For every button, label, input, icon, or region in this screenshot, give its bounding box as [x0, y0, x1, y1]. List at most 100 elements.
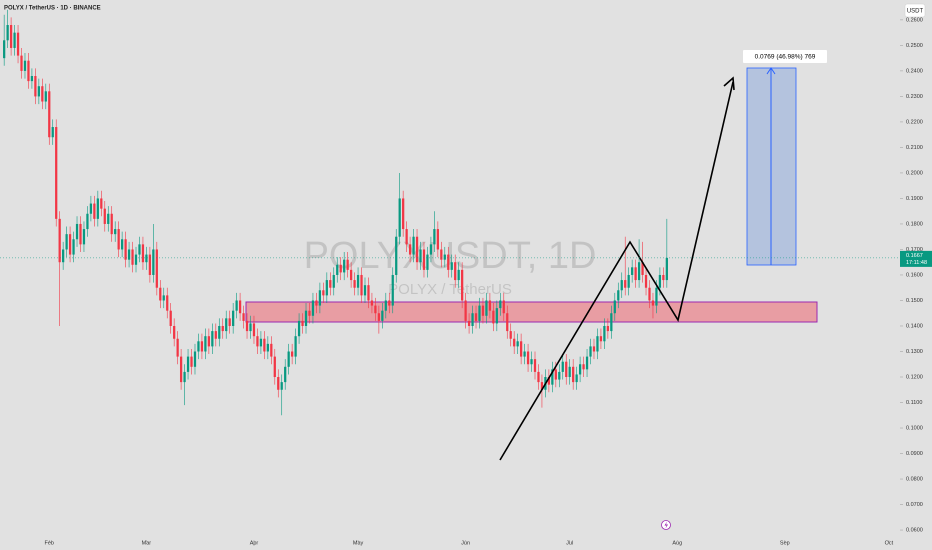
candle-body	[415, 236, 419, 263]
y-tick-label: 0.2400	[906, 68, 923, 74]
candle-body	[412, 236, 415, 255]
candle-body	[634, 267, 637, 281]
candle-body	[582, 364, 585, 370]
candle-body	[280, 382, 283, 390]
candle-body	[117, 229, 120, 250]
candle-body	[408, 244, 412, 255]
candle-body	[585, 356, 589, 370]
candle-body	[34, 76, 37, 97]
x-tick-label: Sep	[780, 540, 790, 546]
candle-body	[30, 76, 34, 82]
candle-body	[589, 346, 592, 357]
candle-body	[58, 218, 61, 263]
y-tick-label: 0.1900	[906, 196, 923, 202]
candle-body	[166, 295, 169, 311]
candle-body	[551, 369, 554, 385]
candles	[3, 9, 668, 416]
candle-body	[526, 351, 530, 365]
candle-body	[665, 257, 668, 281]
candle-body	[578, 364, 582, 375]
candle-body	[502, 300, 505, 314]
y-tick-label: 0.1700	[906, 247, 923, 253]
candle-body	[506, 313, 509, 332]
candle-body	[454, 262, 457, 281]
candle-body	[391, 274, 394, 306]
candle-body	[471, 313, 474, 326]
annotation-box	[743, 50, 827, 63]
candle-body	[68, 234, 72, 255]
candle-body	[533, 359, 537, 372]
candle-body	[325, 280, 328, 296]
candle-body	[610, 313, 613, 332]
candle-body	[100, 198, 103, 209]
candle-body	[252, 323, 256, 337]
y-tick-label: 0.0800	[906, 476, 923, 482]
candle-body	[249, 323, 252, 332]
candle-body	[488, 300, 492, 311]
candle-body	[311, 300, 315, 316]
candle-body	[75, 223, 79, 240]
candle-body	[155, 249, 158, 288]
candle-body	[138, 244, 141, 255]
projection-path	[499, 81, 734, 461]
candle-body	[134, 254, 138, 265]
y-tick-label: 0.2200	[906, 119, 923, 125]
y-tick-label: 0.2100	[906, 145, 923, 151]
y-tick-label: 0.1600	[906, 272, 923, 278]
candle-body	[450, 262, 453, 270]
candle-body	[339, 264, 342, 273]
candle-body	[55, 127, 58, 219]
candle-body	[485, 300, 488, 316]
candle-body	[103, 208, 106, 224]
candle-body	[492, 310, 495, 324]
event-icon-bolt	[664, 521, 668, 529]
candle-body	[464, 300, 467, 321]
candle-body	[110, 213, 113, 235]
candle-body	[329, 280, 332, 288]
y-tick-label: 0.2600	[906, 17, 923, 23]
candle-body	[16, 32, 20, 56]
candle-body	[332, 274, 335, 288]
candle-body	[145, 254, 148, 263]
candle-body	[37, 86, 40, 97]
candle-body	[207, 336, 210, 347]
candle-body	[499, 300, 502, 309]
annotation-text: 0.0769 (46.98%) 769	[755, 54, 816, 61]
candle-body	[658, 274, 662, 288]
candle-body	[495, 308, 498, 324]
candle-body	[304, 310, 308, 326]
y-tick-label: 0.1300	[906, 349, 923, 355]
candle-body	[270, 343, 273, 357]
y-tick-label: 0.0700	[906, 502, 923, 508]
candle-body	[592, 346, 596, 352]
candle-body	[637, 262, 641, 281]
candle-body	[169, 310, 172, 326]
candle-body	[617, 290, 620, 301]
candle-body	[457, 269, 460, 281]
candle-body	[287, 351, 290, 367]
last-price-box	[900, 250, 932, 267]
candle-body	[349, 269, 353, 281]
candle-body	[516, 341, 519, 347]
candle-body	[141, 244, 145, 263]
candle-body	[218, 325, 221, 339]
candle-body	[426, 254, 429, 270]
candle-body	[402, 198, 405, 230]
candle-body	[27, 60, 30, 82]
candle-body	[242, 313, 245, 321]
candle-body	[440, 249, 443, 260]
candle-body	[211, 331, 214, 347]
candle-body	[395, 236, 398, 275]
support-zone	[245, 301, 818, 323]
x-tick-label: May	[353, 540, 364, 546]
candle-body	[235, 300, 238, 311]
candle-body	[259, 338, 263, 347]
watermark-subtitle: POLYX / TetherUS	[388, 281, 512, 298]
y-tick-label: 0.0600	[906, 528, 923, 534]
y-tick-label: 0.2500	[906, 43, 923, 49]
candle-body	[294, 336, 297, 357]
candle-body	[343, 259, 346, 273]
candle-body	[572, 366, 575, 383]
